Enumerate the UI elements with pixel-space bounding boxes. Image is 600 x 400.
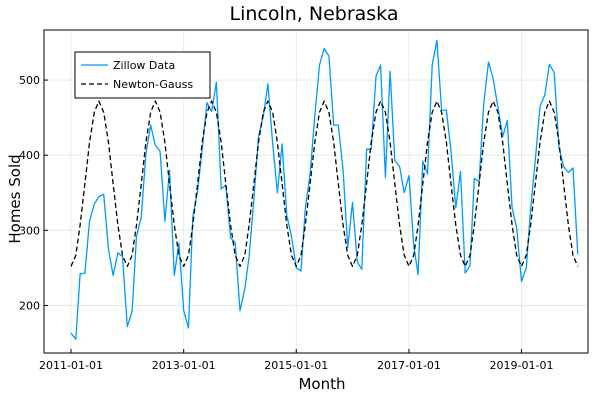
x-tick-label: 2019-01-01 bbox=[490, 359, 554, 372]
series-line-newton-gauss bbox=[70, 100, 579, 268]
legend-box bbox=[74, 51, 211, 99]
x-axis-title: Month bbox=[298, 375, 345, 393]
y-tick-label: 400 bbox=[19, 149, 40, 162]
x-tick-label: 2017-01-01 bbox=[377, 359, 441, 372]
y-tick-label: 500 bbox=[19, 74, 40, 87]
y-tick-label: 300 bbox=[19, 224, 40, 237]
x-tick-label: 2015-01-01 bbox=[264, 359, 328, 372]
y-axis-title: Homes Sold bbox=[6, 154, 24, 243]
y-axis: 200 300 400 500 bbox=[19, 74, 48, 312]
series-group bbox=[70, 39, 579, 340]
y-tick-label: 200 bbox=[19, 299, 40, 312]
x-tick-label: 2013-01-01 bbox=[152, 359, 216, 372]
legend-label-zillow: Zillow Data bbox=[113, 59, 175, 72]
series-line-zillow-data bbox=[70, 39, 579, 340]
legend: Zillow Data Newton-Gauss bbox=[74, 51, 211, 99]
x-tick-label: 2011-01-01 bbox=[39, 359, 103, 372]
legend-label-newton-gauss: Newton-Gauss bbox=[113, 78, 193, 91]
chart-title: Lincoln, Nebraska bbox=[229, 3, 398, 25]
x-axis: 2011-01-01 2013-01-01 2015-01-01 2017-01-01… bbox=[39, 349, 553, 372]
plot-frame bbox=[43, 29, 589, 354]
